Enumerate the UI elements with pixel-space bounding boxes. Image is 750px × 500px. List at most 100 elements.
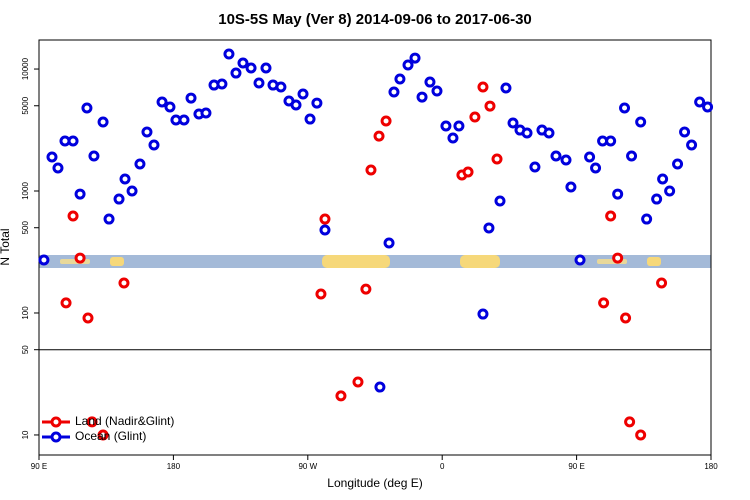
- y-tick-label: 50: [21, 345, 30, 354]
- point: [223, 48, 235, 60]
- point: [605, 135, 617, 147]
- point: [394, 73, 406, 85]
- point: [590, 162, 602, 174]
- x-tick-label: 90 W: [298, 462, 317, 471]
- point: [550, 150, 562, 162]
- point: [260, 62, 272, 74]
- x-tick-label: 180: [167, 462, 181, 471]
- y-tick-label: 10000: [21, 57, 30, 80]
- point: [521, 127, 533, 139]
- point: [388, 86, 400, 98]
- point: [74, 188, 86, 200]
- point: [424, 76, 436, 88]
- point: [656, 277, 668, 289]
- point: [216, 78, 228, 90]
- y-tick-label: 100: [21, 306, 30, 320]
- point: [319, 224, 331, 236]
- point: [67, 135, 79, 147]
- point: [134, 158, 146, 170]
- x-tick-label: 180: [704, 462, 718, 471]
- point: [612, 188, 624, 200]
- legend-marker: [50, 431, 62, 443]
- point: [612, 252, 624, 264]
- point: [620, 312, 632, 324]
- point: [494, 195, 506, 207]
- x-tick-label: 90 E: [568, 462, 584, 471]
- point: [126, 185, 138, 197]
- y-tick-label: 500: [21, 221, 30, 235]
- point: [164, 101, 176, 113]
- point: [584, 151, 596, 163]
- point: [679, 126, 691, 138]
- point: [431, 85, 443, 97]
- point: [635, 116, 647, 128]
- point: [46, 151, 58, 163]
- point: [118, 277, 130, 289]
- point: [529, 161, 541, 173]
- point: [113, 193, 125, 205]
- point: [319, 213, 331, 225]
- point: [290, 99, 302, 111]
- point: [148, 139, 160, 151]
- point: [605, 210, 617, 222]
- point: [483, 222, 495, 234]
- legend-marker: [50, 416, 62, 428]
- point: [651, 193, 663, 205]
- point: [440, 120, 452, 132]
- point: [462, 166, 474, 178]
- point: [200, 107, 212, 119]
- x-tick-label: 90 E: [31, 462, 47, 471]
- point: [38, 254, 50, 266]
- point: [374, 381, 386, 393]
- point: [311, 97, 323, 109]
- y-tick-label: 10: [21, 430, 30, 439]
- point: [178, 114, 190, 126]
- y-tick-label: 5000: [21, 96, 30, 114]
- point: [88, 150, 100, 162]
- point: [402, 59, 414, 71]
- point: [491, 153, 503, 165]
- point: [453, 120, 465, 132]
- point: [230, 67, 242, 79]
- point: [380, 115, 392, 127]
- point: [484, 100, 496, 112]
- point: [237, 57, 249, 69]
- point: [365, 164, 377, 176]
- point: [335, 390, 347, 402]
- point: [97, 116, 109, 128]
- point: [141, 126, 153, 138]
- point: [156, 96, 168, 108]
- point: [626, 150, 638, 162]
- point: [477, 81, 489, 93]
- point: [624, 416, 636, 428]
- point: [373, 130, 385, 142]
- point: [360, 283, 372, 295]
- point: [469, 111, 481, 123]
- point: [185, 92, 197, 104]
- point: [119, 173, 131, 185]
- point: [507, 117, 519, 129]
- point: [543, 127, 555, 139]
- point: [598, 297, 610, 309]
- point: [74, 252, 86, 264]
- point: [672, 158, 684, 170]
- point: [619, 102, 631, 114]
- point: [86, 416, 98, 428]
- legend-label: Land (Nadir&Glint): [75, 414, 174, 428]
- point: [565, 181, 577, 193]
- point: [574, 254, 586, 266]
- point: [297, 88, 309, 100]
- point: [81, 102, 93, 114]
- point: [416, 91, 428, 103]
- y-axis-label: N Total: [0, 228, 12, 265]
- point: [304, 113, 316, 125]
- point: [560, 154, 572, 166]
- point: [82, 312, 94, 324]
- point: [447, 132, 459, 144]
- point: [664, 185, 676, 197]
- point: [383, 237, 395, 249]
- point: [702, 101, 714, 113]
- point: [97, 429, 109, 441]
- legend-label: Ocean (Glint): [75, 429, 146, 443]
